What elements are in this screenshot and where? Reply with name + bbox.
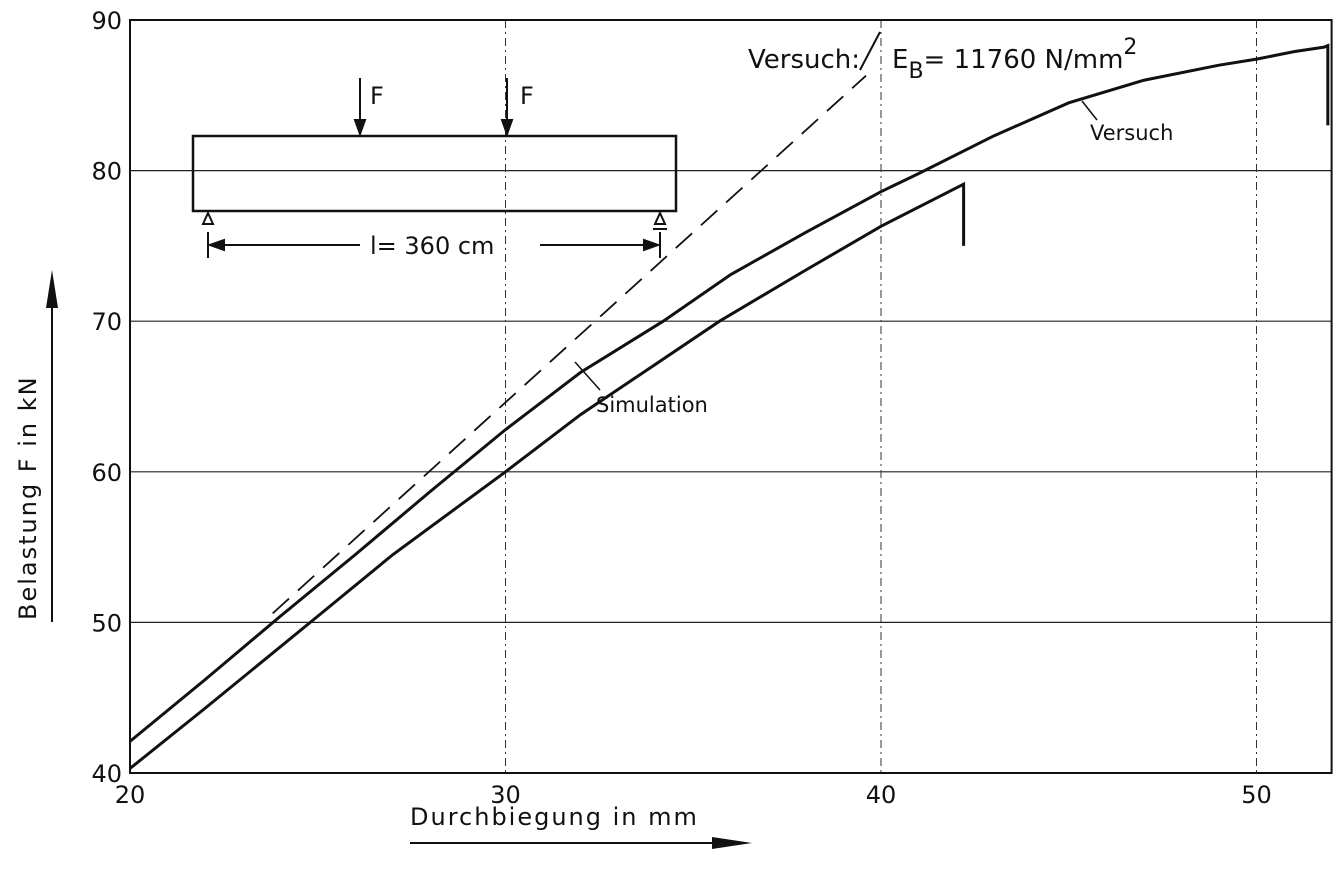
axis-arrow-head (712, 837, 752, 849)
y-tick-label: 40 (91, 760, 122, 788)
modulus-sup: 2 (1123, 35, 1137, 60)
arrow-head (353, 119, 367, 137)
y-axis-title: Belastung F in kN (14, 375, 42, 620)
x-tick-label: 40 (866, 781, 897, 809)
leader-line (574, 361, 601, 391)
force-label: F (520, 82, 534, 110)
modulus-sub: B (908, 59, 923, 84)
modulus-rest: = 11760 N/mm (924, 45, 1124, 75)
series-line (129, 43, 1330, 743)
y-tick-label: 60 (91, 459, 122, 487)
curve-label: Versuch (1090, 121, 1173, 145)
span-label: l= 360 cm (370, 232, 494, 260)
axis-arrow-head (46, 270, 58, 308)
force-label: F (370, 82, 384, 110)
annotation-slash (859, 31, 881, 71)
versuch-annotation: Versuch: (748, 45, 860, 75)
leader-line (1081, 100, 1098, 121)
arrow-head (500, 119, 514, 137)
x-tick-label: 20 (115, 781, 146, 809)
plot-frame (129, 19, 1333, 774)
dim-arrow (643, 238, 661, 252)
y-tick-label: 90 (91, 7, 122, 35)
x-tick-label: 50 (1241, 781, 1272, 809)
support (201, 210, 215, 225)
x-tick-label: 30 (490, 781, 521, 809)
series-line (129, 181, 966, 770)
support (653, 210, 667, 225)
modulus-annotation: EB= 11760 N/mm2 (892, 35, 1137, 84)
y-tick-label: 70 (91, 308, 122, 336)
dim-arrow (207, 238, 225, 252)
series-line (272, 75, 867, 615)
beam (191, 134, 678, 213)
beam-diagram (191, 78, 678, 258)
x-axis-title: Durchbiegung in mm (410, 803, 699, 831)
y-tick-label: 80 (91, 158, 122, 186)
curve-label: Simulation (596, 393, 708, 417)
y-tick-label: 50 (91, 609, 122, 637)
modulus-e: E (892, 45, 908, 75)
plot: 40 50 60 70 80 90 20 30 40 50 (91, 7, 1333, 809)
